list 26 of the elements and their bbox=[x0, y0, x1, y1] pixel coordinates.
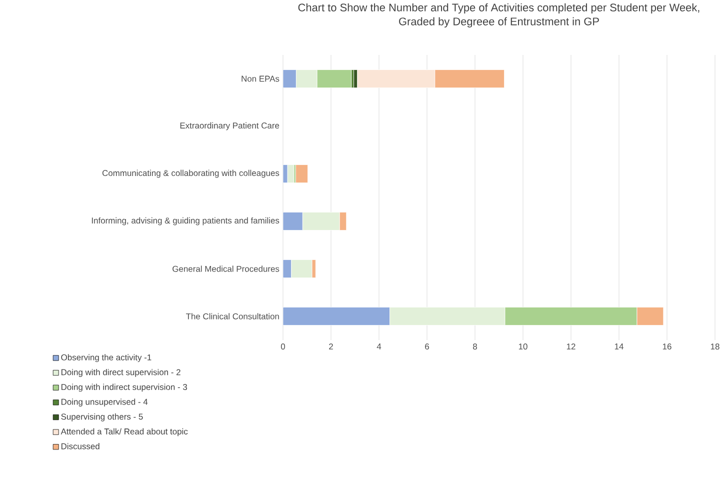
y-tick-label: Extraordinary Patient Care bbox=[180, 122, 280, 130]
legend-label: Doing with direct supervision - 2 bbox=[61, 368, 180, 377]
legend-label: Supervising others - 5 bbox=[61, 413, 143, 422]
legend-label: Observing the activity -1 bbox=[61, 354, 152, 362]
x-tick-label: 0 bbox=[280, 344, 286, 350]
x-tick-label: 18 bbox=[710, 344, 720, 350]
x-tick-label: 6 bbox=[425, 344, 429, 350]
y-tick-label: General Medical Procedures bbox=[172, 266, 280, 272]
x-tick-label: 16 bbox=[662, 344, 672, 350]
x-tick-label: 12 bbox=[566, 344, 576, 350]
y-tick-label: The Clinical Consultation bbox=[186, 313, 279, 320]
y-tick-label: Non EPAs bbox=[242, 76, 280, 82]
x-tick-label: 14 bbox=[614, 344, 624, 350]
x-tick-label: 4 bbox=[376, 344, 382, 350]
y-tick-label: Informing, advising & guiding patients and families bbox=[92, 217, 280, 226]
chart-title: Chart to Show the Number and Type of Activities completed per Student per Week, Graded by Degreee of Entrustment in GP bbox=[298, 3, 700, 28]
legend-label: Doing with indirect supervision - 3 bbox=[61, 384, 188, 392]
legend-label: Doing unsupervised - 4 bbox=[61, 398, 148, 406]
x-tick-label: 8 bbox=[473, 344, 477, 350]
legend-label: Attended a Talk/ Read about topic bbox=[60, 428, 188, 436]
x-tick-label: 2 bbox=[329, 344, 333, 350]
legend-label: Discussed bbox=[61, 443, 100, 450]
bar bbox=[287, 164, 294, 183]
x-tick-label: 10 bbox=[518, 344, 528, 350]
y-tick-label: Communicating & collaborating with colleagues bbox=[102, 170, 280, 178]
bar bbox=[296, 164, 308, 183]
